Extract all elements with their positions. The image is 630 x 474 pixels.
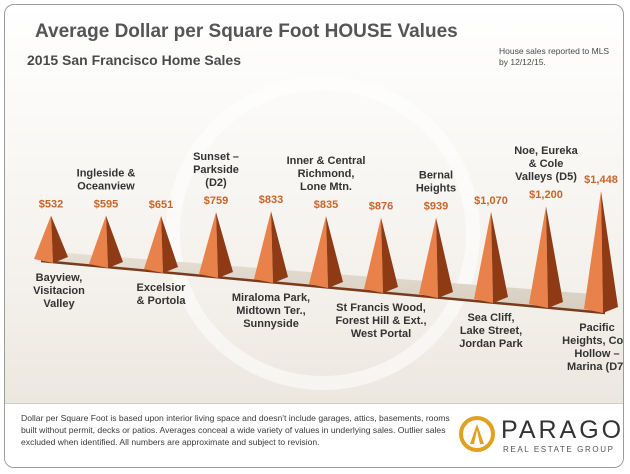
category-label-10: Noe, Eureka & Cole Valleys (D5) xyxy=(514,145,578,183)
pyramid-chart: $532 Bayview, Visitacion Valley $595 Inglesid… xyxy=(33,76,623,390)
peak-1-face-left xyxy=(34,215,53,263)
logo-name: PARAGON xyxy=(501,416,624,444)
peak-10-face-left xyxy=(529,206,548,308)
category-label-9: Sea Cliff, Lake Street, Jordan Park xyxy=(459,312,523,350)
value-label-9: $1,070 xyxy=(474,195,508,207)
category-label-3: Excelsior & Portola xyxy=(137,282,187,307)
peak-6-face-right xyxy=(326,215,343,288)
peak-3-face-left xyxy=(144,215,163,273)
category-label-2: Ingleside & Oceanview xyxy=(77,168,136,193)
peak-2-face-right xyxy=(106,215,123,268)
chart-title: Average Dollar per Square Foot HOUSE Val… xyxy=(35,21,458,42)
category-label-8: Bernal Heights xyxy=(416,169,456,194)
value-label-8: $939 xyxy=(424,200,448,212)
watermark-ring xyxy=(166,76,480,390)
company-logo: PARAGON REAL ESTATE GROUP xyxy=(459,414,623,458)
logo-emblem-icon xyxy=(459,416,495,452)
peak-6-face-left xyxy=(309,215,328,288)
peak-11-face-left xyxy=(584,191,603,313)
value-label-7: $876 xyxy=(369,201,393,213)
value-label-5: $833 xyxy=(259,194,283,206)
peak-10-face-right xyxy=(546,206,563,308)
peak-5-face-right xyxy=(271,211,288,283)
peak-7-face-right xyxy=(381,217,398,293)
category-label-1: Bayview, Visitacion Valley xyxy=(33,272,85,310)
peak-4-face-right xyxy=(216,212,233,278)
peak-7-face-left xyxy=(364,217,383,293)
peak-1-face-right xyxy=(51,215,68,263)
value-label-3: $651 xyxy=(149,199,173,211)
value-label-2: $595 xyxy=(94,199,118,211)
value-label-4: $759 xyxy=(204,195,228,207)
logo-tagline: REAL ESTATE GROUP xyxy=(503,445,615,454)
peak-11-face-right xyxy=(601,191,618,313)
chart-base-edge xyxy=(40,259,606,315)
category-label-6: Inner & Central Richmond, Lone Mtn. xyxy=(287,155,366,193)
peak-8-face-right xyxy=(436,217,453,298)
category-label-7: St Francis Wood, Forest Hill & Ext., West … xyxy=(335,302,426,340)
footer: Dollar per Square Foot is based upon int… xyxy=(5,403,623,467)
peak-5-face-left xyxy=(254,211,273,283)
value-label-1: $532 xyxy=(39,199,63,211)
category-label-4: Sunset – Parkside (D2) xyxy=(193,151,239,189)
peak-9-face-right xyxy=(491,211,508,303)
category-label-5: Miraloma Park, Midtown Ter., Sunnyside xyxy=(232,292,310,330)
chart-subtitle: 2015 San Francisco Home Sales xyxy=(27,52,241,68)
peak-9-face-left xyxy=(474,211,493,303)
data-source-note: House sales reported to MLS by 12/12/15. xyxy=(499,46,610,67)
disclaimer-text: Dollar per Square Foot is based upon int… xyxy=(21,413,450,447)
peak-4-face-left xyxy=(199,212,218,278)
peak-3-face-right xyxy=(161,215,178,273)
value-label-10: $1,200 xyxy=(529,189,563,201)
chart-frame: Average Dollar per Square Foot HOUSE Val… xyxy=(4,4,624,468)
value-label-11: $1,448 xyxy=(584,174,618,186)
peak-2-face-left xyxy=(89,215,108,268)
peak-8-face-left xyxy=(419,217,438,298)
value-label-6: $835 xyxy=(314,199,338,211)
